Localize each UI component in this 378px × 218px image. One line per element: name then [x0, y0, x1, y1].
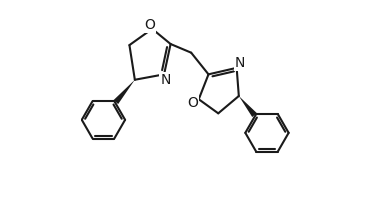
Polygon shape [113, 80, 135, 104]
Text: N: N [160, 73, 171, 87]
Polygon shape [239, 96, 257, 117]
Text: O: O [187, 96, 198, 110]
Text: N: N [235, 56, 245, 70]
Text: O: O [144, 17, 155, 32]
